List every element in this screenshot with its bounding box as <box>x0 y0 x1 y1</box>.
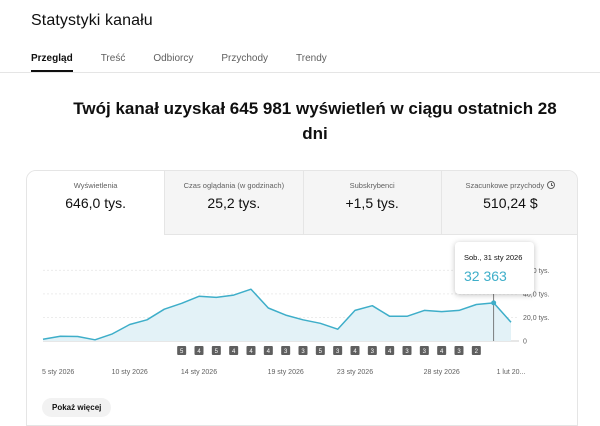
x-tick-label: 1 lut 20... <box>497 369 526 376</box>
metric-label: Subskrybenci <box>349 181 395 190</box>
show-more-button[interactable]: Pokaż więcej <box>42 398 112 417</box>
upload-marker-count: 5 <box>215 349 219 355</box>
metric-label: Wyświetlenia <box>73 181 118 190</box>
metric-label: Czas oglądania (w godzinach) <box>183 181 285 190</box>
tab-content[interactable]: Treść <box>100 53 126 64</box>
summary-headline: Twój kanał uzyskał 645 981 wyświetleń w … <box>73 99 557 143</box>
upload-marker <box>437 346 447 355</box>
upload-marker-count: 3 <box>371 349 375 355</box>
metric-watch-time[interactable]: Czas oglądania (w godzinach) 25,2 tys. <box>164 171 303 235</box>
x-tick-label: 23 sty 2026 <box>337 369 373 376</box>
views-chart[interactable]: 0 20,0 tys. 40,0 tys. 60,0 tys. 5 4 5 4 4 4 3 3 5 3 4 3… <box>27 235 578 385</box>
x-tick-label: 14 sty 2026 <box>181 369 217 376</box>
upload-marker-count: 3 <box>405 349 409 355</box>
upload-marker <box>454 346 464 355</box>
upload-marker <box>402 346 412 355</box>
upload-marker <box>281 346 291 355</box>
upload-marker <box>350 346 360 355</box>
upload-marker <box>385 346 395 355</box>
upload-marker-count: 4 <box>388 349 392 355</box>
tab-audience[interactable]: Odbiorcy <box>153 53 194 64</box>
highlight-point <box>491 300 497 306</box>
clock-icon <box>547 181 556 189</box>
upload-marker <box>333 346 343 355</box>
tab-trends[interactable]: Trendy <box>296 53 327 64</box>
upload-marker <box>367 346 377 355</box>
page-title: Statystyki kanału <box>31 12 153 29</box>
tab-divider <box>0 72 600 73</box>
y-tick-label: 40,0 tys. <box>523 291 550 298</box>
upload-marker <box>229 346 239 355</box>
area-fill <box>43 289 511 341</box>
tooltip-date: Sob., 31 sty 2026 <box>464 253 523 262</box>
upload-marker-count: 2 <box>475 349 479 355</box>
y-tick-label: 60,0 tys. <box>523 268 550 275</box>
metrics-card: Wyświetlenia 646,0 tys. Czas oglądania (… <box>26 170 578 426</box>
upload-marker-count: 3 <box>301 349 305 355</box>
metric-value: 510,24 $ <box>483 195 538 211</box>
metric-subscribers[interactable]: Subskrybenci +1,5 tys. <box>302 171 441 235</box>
upload-marker-count: 5 <box>180 349 184 355</box>
x-tick-label: 28 sty 2026 <box>424 369 460 376</box>
tab-overview[interactable]: Przegląd <box>31 52 73 72</box>
upload-marker <box>263 346 273 355</box>
upload-marker <box>298 346 308 355</box>
upload-marker-count: 4 <box>197 349 201 355</box>
upload-marker-count: 4 <box>232 349 236 355</box>
upload-marker-count: 4 <box>249 349 253 355</box>
upload-marker-count: 4 <box>440 349 444 355</box>
series-line <box>42 288 512 341</box>
x-tick-label: 10 sty 2026 <box>112 369 148 376</box>
y-tick-label: 0 <box>523 339 527 346</box>
upload-marker-count: 3 <box>423 349 427 355</box>
upload-marker <box>246 346 256 355</box>
metric-label-row: Szacunkowe przychody <box>442 181 577 190</box>
tab-revenue[interactable]: Przychody <box>221 53 269 64</box>
upload-marker <box>471 346 481 355</box>
metric-value: 646,0 tys. <box>65 195 126 211</box>
y-tick-label: 20,0 tys. <box>523 315 550 322</box>
upload-marker <box>177 346 187 355</box>
upload-marker-count: 5 <box>319 349 323 355</box>
upload-marker-count: 4 <box>267 349 271 355</box>
upload-marker-count: 3 <box>457 349 461 355</box>
upload-marker <box>211 346 221 355</box>
x-tick-label: 5 sty 2026 <box>42 369 74 376</box>
tab-bar: Przegląd Treść Odbiorcy Przychody Trendy <box>31 52 355 72</box>
metric-value: 25,2 tys. <box>207 195 261 211</box>
upload-marker <box>194 346 204 355</box>
metric-estimated-revenue[interactable]: Szacunkowe przychody 510,24 $ <box>440 171 577 235</box>
metric-views[interactable]: Wyświetlenia 646,0 tys. <box>27 171 165 235</box>
metric-value: +1,5 tys. <box>345 195 399 211</box>
metric-tabs: Wyświetlenia 646,0 tys. Czas oglądania (… <box>27 171 577 235</box>
upload-marker-count: 4 <box>353 349 357 355</box>
chart-tooltip: Sob., 31 sty 2026 32 363 <box>455 242 534 294</box>
metric-label: Szacunkowe przychody <box>465 181 545 190</box>
upload-marker-count: 3 <box>284 349 288 355</box>
upload-marker <box>315 346 325 355</box>
x-tick-label: 19 sty 2026 <box>268 369 304 376</box>
upload-marker-count: 3 <box>336 349 340 355</box>
tooltip-value: 32 363 <box>464 268 507 284</box>
upload-marker <box>419 346 429 355</box>
